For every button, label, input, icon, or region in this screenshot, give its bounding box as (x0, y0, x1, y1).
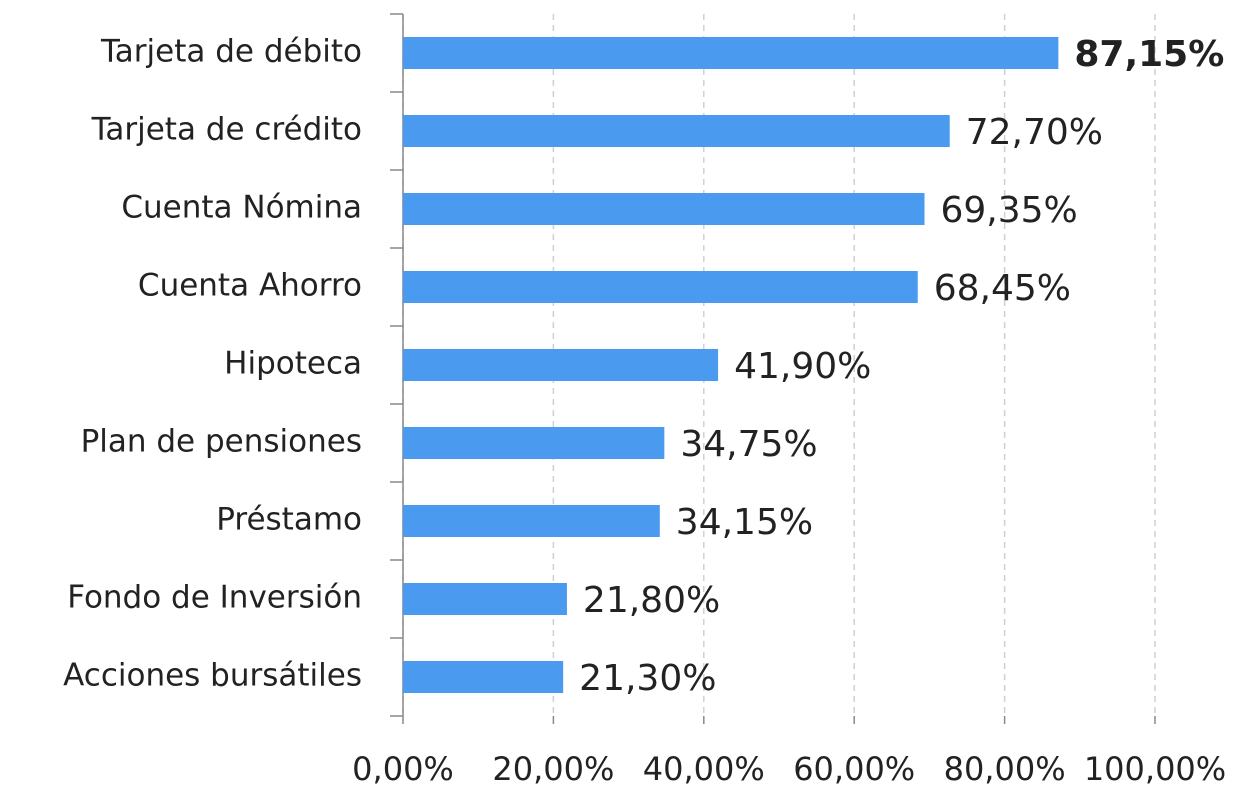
bar (403, 505, 660, 537)
value-label: 69,35% (941, 190, 1078, 231)
bar (403, 349, 719, 381)
x-tick-label: 40,00% (643, 750, 765, 788)
bar (403, 427, 665, 459)
bar (403, 193, 925, 225)
x-tick-label: 0,00% (352, 750, 454, 788)
value-label: 21,30% (579, 658, 716, 699)
y-tick-label: Plan de pensiones (81, 424, 362, 460)
bar (403, 661, 564, 693)
y-tick-label: Cuenta Nómina (121, 190, 362, 226)
bar (403, 115, 950, 147)
y-tick-label: Cuenta Ahorro (138, 268, 362, 304)
value-label: 34,75% (680, 424, 817, 465)
y-tick-label: Acciones bursátiles (63, 658, 362, 694)
bar (403, 271, 918, 303)
value-label: 72,70% (966, 112, 1103, 153)
y-tick-label: Fondo de Inversión (67, 580, 362, 616)
value-label: 21,80% (583, 580, 720, 621)
value-label: 68,45% (934, 268, 1071, 309)
x-tick-label: 100,00% (1084, 750, 1226, 788)
y-tick-label: Hipoteca (224, 346, 362, 382)
value-label: 41,90% (734, 346, 871, 387)
y-tick-label: Préstamo (216, 502, 362, 538)
y-tick-label: Tarjeta de crédito (91, 112, 362, 148)
bar (403, 37, 1059, 69)
x-tick-label: 20,00% (492, 750, 614, 788)
y-tick-label: Tarjeta de débito (100, 34, 362, 70)
bar (403, 583, 567, 615)
x-tick-label: 80,00% (944, 750, 1066, 788)
value-label: 34,15% (676, 502, 813, 543)
value-label: 87,15% (1074, 34, 1224, 75)
x-tick-label: 60,00% (793, 750, 915, 788)
